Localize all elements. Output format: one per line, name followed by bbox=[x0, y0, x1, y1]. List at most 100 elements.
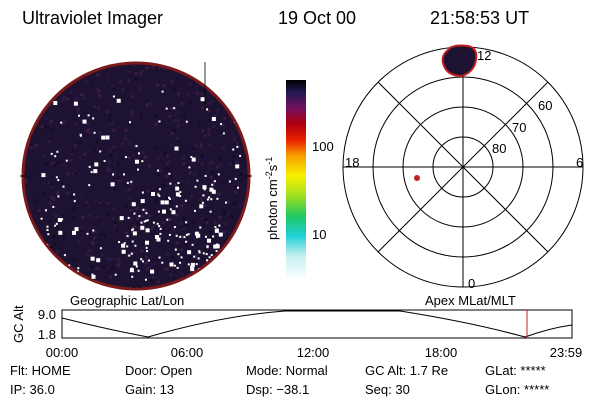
noise-pixel bbox=[215, 165, 219, 169]
noise-pixel bbox=[144, 261, 148, 265]
noise-pixel bbox=[44, 255, 48, 259]
bright-pixel bbox=[160, 200, 165, 205]
noise-pixel bbox=[210, 160, 214, 164]
noise-pixel bbox=[55, 125, 59, 129]
bright-pixel bbox=[145, 212, 148, 215]
noise-pixel bbox=[87, 253, 91, 257]
bright-pixel bbox=[185, 240, 188, 243]
noise-pixel bbox=[93, 257, 97, 261]
noise-pixel bbox=[222, 208, 226, 212]
noise-pixel bbox=[114, 208, 118, 212]
aurora-blob bbox=[441, 44, 478, 78]
noise-pixel bbox=[199, 145, 203, 149]
noise-pixel bbox=[212, 125, 216, 129]
noise-pixel bbox=[169, 173, 173, 177]
noise-pixel bbox=[61, 98, 65, 102]
noise-pixel bbox=[72, 207, 76, 211]
noise-pixel bbox=[61, 182, 64, 186]
noise-pixel bbox=[113, 186, 117, 190]
bright-pixel bbox=[175, 205, 178, 208]
noise-pixel bbox=[50, 182, 54, 186]
bright-pixel bbox=[126, 181, 129, 184]
noise-pixel bbox=[189, 255, 193, 259]
noise-pixel bbox=[224, 222, 228, 226]
noise-pixel bbox=[151, 244, 154, 248]
noise-pixel bbox=[89, 168, 93, 172]
bright-pixel bbox=[57, 218, 62, 222]
noise-pixel bbox=[230, 132, 234, 136]
noise-pixel bbox=[239, 173, 243, 176]
noise-pixel bbox=[49, 120, 53, 123]
noise-pixel bbox=[83, 152, 87, 156]
noise-pixel bbox=[121, 88, 125, 92]
noise-pixel bbox=[128, 196, 132, 200]
bright-pixel bbox=[234, 177, 237, 180]
noise-pixel bbox=[145, 111, 149, 115]
noise-pixel bbox=[205, 275, 209, 279]
noise-pixel bbox=[131, 153, 135, 157]
noise-pixel bbox=[108, 160, 112, 164]
noise-pixel bbox=[242, 195, 246, 198]
bright-pixel bbox=[147, 259, 150, 262]
bright-pixel bbox=[133, 261, 138, 266]
noise-pixel bbox=[34, 285, 38, 288]
noise-pixel bbox=[173, 118, 177, 122]
noise-pixel bbox=[148, 191, 152, 195]
bright-pixel bbox=[93, 131, 96, 134]
bright-pixel bbox=[86, 232, 89, 235]
noise-pixel bbox=[222, 230, 226, 234]
noise-pixel bbox=[106, 201, 110, 205]
noise-pixel bbox=[70, 150, 74, 154]
noise-pixel bbox=[123, 155, 127, 159]
noise-pixel bbox=[148, 214, 151, 218]
noise-pixel bbox=[84, 79, 88, 83]
noise-pixel bbox=[25, 127, 29, 131]
noise-pixel bbox=[225, 111, 229, 115]
noise-pixel bbox=[219, 133, 223, 137]
noise-pixel bbox=[77, 239, 81, 243]
bright-pixel bbox=[194, 185, 197, 188]
noise-pixel bbox=[87, 214, 91, 218]
noise-pixel bbox=[87, 226, 91, 230]
bright-pixel bbox=[228, 180, 231, 183]
noise-pixel bbox=[81, 225, 85, 229]
mlt-label: 6 bbox=[576, 155, 583, 170]
noise-pixel bbox=[138, 87, 142, 91]
noise-pixel bbox=[233, 241, 237, 245]
noise-pixel bbox=[204, 204, 208, 208]
bright-pixel bbox=[200, 97, 205, 102]
bright-pixel bbox=[158, 256, 161, 259]
noise-pixel bbox=[88, 231, 92, 235]
bright-pixel bbox=[156, 222, 159, 225]
noise-pixel bbox=[210, 263, 213, 267]
bright-pixel bbox=[101, 135, 106, 140]
noise-pixel bbox=[40, 125, 44, 128]
noise-pixel bbox=[201, 106, 205, 110]
noise-pixel bbox=[182, 114, 186, 118]
noise-pixel bbox=[180, 235, 184, 238]
noise-pixel bbox=[76, 110, 80, 114]
noise-pixel bbox=[25, 66, 28, 70]
bright-pixel bbox=[164, 200, 169, 205]
noise-pixel bbox=[210, 170, 214, 174]
bright-pixel bbox=[146, 219, 149, 222]
noise-pixel bbox=[116, 176, 120, 180]
noise-pixel bbox=[100, 253, 104, 257]
time-tick-label: 12:00 bbox=[297, 345, 330, 360]
noise-pixel bbox=[26, 132, 30, 136]
noise-pixel bbox=[210, 99, 214, 103]
bright-pixel bbox=[77, 267, 80, 270]
noise-pixel bbox=[55, 225, 59, 229]
bright-pixel bbox=[112, 95, 115, 98]
noise-pixel bbox=[219, 131, 223, 135]
noise-pixel bbox=[87, 204, 91, 208]
noise-pixel bbox=[203, 247, 207, 251]
noise-pixel bbox=[39, 93, 43, 97]
noise-pixel bbox=[165, 154, 169, 158]
noise-pixel bbox=[148, 164, 152, 168]
noise-pixel bbox=[82, 66, 86, 70]
bright-pixel bbox=[131, 240, 134, 243]
noise-pixel bbox=[40, 99, 44, 102]
noise-pixel bbox=[24, 65, 28, 69]
noise-pixel bbox=[180, 102, 184, 106]
